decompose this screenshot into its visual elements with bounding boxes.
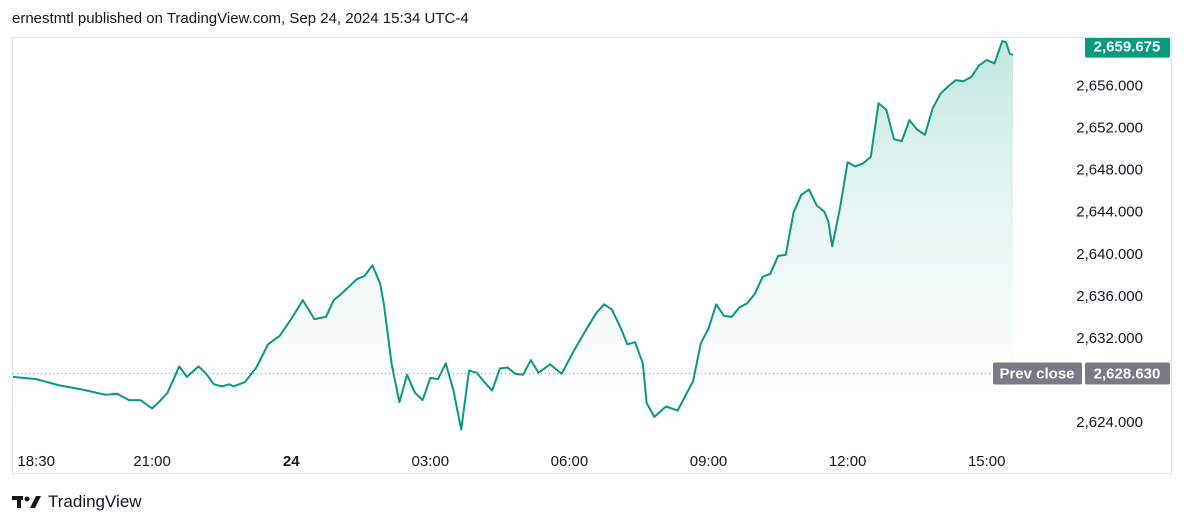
y-tick-label: 2,640.000	[1076, 246, 1143, 263]
x-tick-label: 15:00	[968, 453, 1006, 470]
last-price-label: 2,659.675	[1094, 39, 1161, 56]
prev-close-tag	[993, 362, 1082, 385]
x-tick-label: 21:00	[133, 453, 171, 470]
y-tick-label: 2,648.000	[1076, 162, 1143, 179]
y-tick-label: 2,624.000	[1076, 414, 1143, 431]
y-tick-label: 2,656.000	[1076, 77, 1143, 94]
prev-close-price-badge	[1085, 362, 1170, 385]
price-labels: 2,659.675 Prev close 2,628.630	[993, 38, 1170, 385]
chart-frame: 18:30 21:00 24 03:00 06:00 09:00 12:00 15:00 2,…	[12, 37, 1172, 474]
y-tick-label: 2,636.000	[1076, 288, 1143, 305]
x-tick-label: 18:30	[17, 453, 55, 470]
y-tick-label: 2,632.000	[1076, 330, 1143, 347]
x-tick-label: 12:00	[829, 453, 867, 470]
y-axis[interactable]: 2,656.000 2,652.000 2,648.000 2,644.000 2,64…	[1076, 77, 1143, 431]
prev-close-text: Prev close	[999, 365, 1074, 382]
x-tick-label: 06:00	[551, 453, 589, 470]
price-line	[13, 40, 1014, 431]
tradingview-logo-text: TradingView	[48, 492, 142, 511]
last-price-badge	[1085, 38, 1170, 58]
y-tick-label: 2,644.000	[1076, 204, 1143, 221]
x-tick-label: 09:00	[690, 453, 728, 470]
prev-close-price-label: 2,628.630	[1094, 365, 1161, 382]
tradingview-logo-icon	[12, 496, 41, 508]
publication-info: ernestmtl published on TradingView.com, …	[12, 10, 469, 27]
x-axis: 18:30 21:00 24 03:00 06:00 09:00 12:00 15:00	[17, 453, 1005, 470]
price-chart[interactable]: 18:30 21:00 24 03:00 06:00 09:00 12:00 15:00 2,…	[13, 38, 1173, 475]
x-tick-label: 24	[283, 453, 300, 470]
area-fill-path	[13, 41, 1013, 438]
y-tick-label: 2,652.000	[1076, 119, 1143, 136]
area-fill	[13, 41, 1013, 438]
tradingview-logo[interactable]: TradingView	[12, 492, 142, 512]
x-tick-label: 03:00	[412, 453, 450, 470]
price-line-path	[13, 40, 1014, 431]
